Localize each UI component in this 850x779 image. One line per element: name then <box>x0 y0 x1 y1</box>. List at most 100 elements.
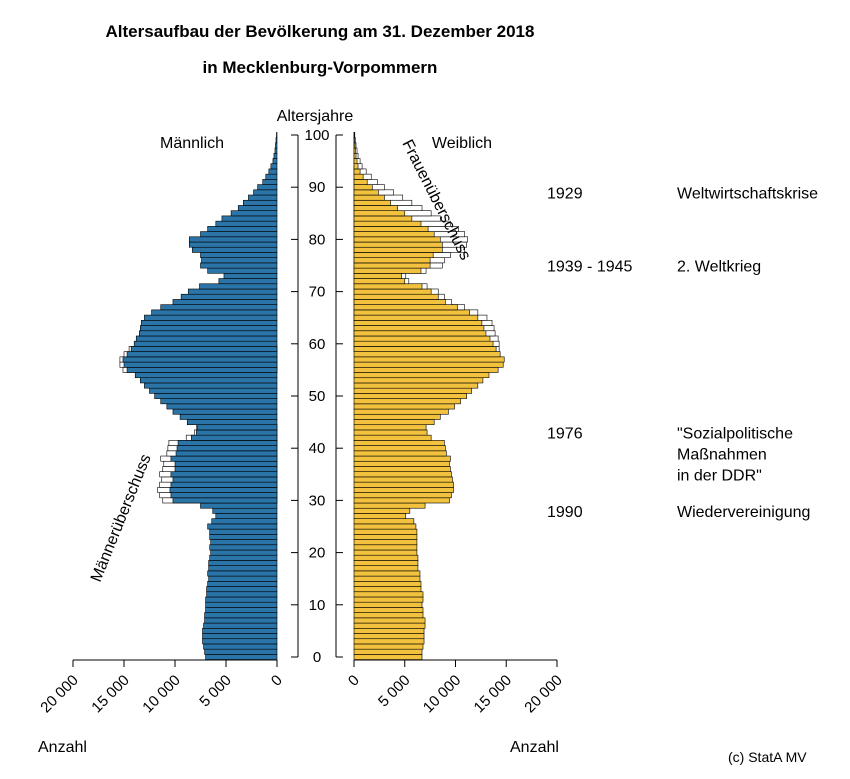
male-bar <box>210 549 278 556</box>
male-bar <box>201 257 278 264</box>
female-bar <box>353 163 359 170</box>
male-bar <box>205 607 278 613</box>
female-bar <box>353 215 413 222</box>
female-bar <box>353 226 429 232</box>
female-bar <box>353 633 425 640</box>
male-bar <box>262 179 278 185</box>
female-bar <box>353 586 422 593</box>
female-bar <box>353 293 439 300</box>
male-bar <box>207 581 278 587</box>
male-bar <box>205 601 278 608</box>
male-bar <box>172 476 278 483</box>
male-bar <box>160 398 278 405</box>
female-bar <box>353 612 424 619</box>
male-bar <box>253 189 278 196</box>
male-bar <box>221 215 278 222</box>
male-bar <box>206 591 278 598</box>
x-tick-label-male: 10 000 <box>139 672 183 716</box>
female-bar <box>353 325 485 332</box>
female-bar <box>353 487 454 493</box>
male-bar <box>191 434 278 441</box>
male-bar <box>200 252 278 258</box>
female-bar <box>353 387 473 394</box>
male-bar <box>126 366 278 373</box>
male-bar <box>166 403 278 410</box>
male-bar <box>275 137 278 144</box>
female-bar <box>353 528 418 535</box>
event-year: 1939 - 1945 <box>547 259 633 276</box>
female-bar <box>353 534 418 540</box>
count-label-right: Anzahl <box>510 739 559 756</box>
male-bar <box>172 408 278 415</box>
female-bar <box>353 340 494 347</box>
female-bar <box>353 278 406 285</box>
female-bar <box>353 643 424 650</box>
female-bar <box>353 476 453 483</box>
female-bar <box>353 168 361 175</box>
male-bar <box>203 643 278 650</box>
female-bar <box>353 607 424 613</box>
female-bar <box>353 440 445 446</box>
female-bar <box>353 466 451 472</box>
female-bar <box>353 194 385 201</box>
female-bar <box>353 356 505 363</box>
female-bar <box>353 455 451 462</box>
male-bar <box>197 424 278 431</box>
female-bar <box>353 199 391 206</box>
male-bar <box>170 492 278 499</box>
male-bar <box>265 173 278 180</box>
male-bar <box>211 518 278 525</box>
female-bar <box>353 429 428 436</box>
female-bar <box>353 142 356 149</box>
event-year: 1990 <box>547 504 583 521</box>
x-tick-label-male: 0 <box>268 672 286 690</box>
female-bar <box>353 565 419 572</box>
male-bar <box>230 210 278 217</box>
male-bar <box>200 231 278 238</box>
male-bar <box>202 627 278 634</box>
x-tick-label-female: 15 000 <box>471 672 515 716</box>
male-bar <box>209 534 278 540</box>
female-bar <box>353 460 450 467</box>
event-text: Maßnahmen <box>677 447 767 464</box>
female-bar <box>353 523 417 530</box>
female-bar <box>353 518 415 525</box>
female-bar <box>353 544 418 551</box>
male-bar <box>174 460 278 467</box>
female-bar <box>353 471 452 478</box>
male-bar <box>207 570 278 577</box>
male-bar <box>140 325 278 332</box>
male-bar <box>140 377 278 384</box>
female-bar <box>353 267 422 274</box>
female-bar <box>353 560 419 566</box>
female-bar <box>353 330 487 337</box>
event-text: Wiedervereinigung <box>677 504 810 521</box>
male-bar <box>206 586 278 593</box>
male-bar <box>209 528 278 535</box>
male-bar <box>170 455 278 462</box>
age-tick-label: 100 <box>304 127 329 144</box>
male-bar <box>199 283 278 290</box>
event-annotations: 1929 Weltwirtschaftskrise 1939 - 1945 2. We… <box>547 185 818 520</box>
male-surplus-label: Männerüberschuss <box>88 452 155 585</box>
event-year: 1976 <box>547 426 583 443</box>
male-bar <box>172 497 278 504</box>
female-bar <box>353 419 435 426</box>
female-label: Weiblich <box>432 135 492 152</box>
male-bar <box>130 346 278 352</box>
female-bar <box>353 581 422 587</box>
female-bar <box>353 314 479 321</box>
female-bar <box>353 220 422 227</box>
male-bar <box>144 314 278 321</box>
female-bar <box>353 393 467 399</box>
female-bar <box>353 309 471 316</box>
male-bar <box>134 372 278 379</box>
male-bar <box>123 361 278 368</box>
age-tick-label: 80 <box>309 231 326 248</box>
female-bar <box>353 262 431 269</box>
female-bar <box>353 231 435 238</box>
male-bar <box>170 471 278 478</box>
female-bar <box>353 346 497 352</box>
